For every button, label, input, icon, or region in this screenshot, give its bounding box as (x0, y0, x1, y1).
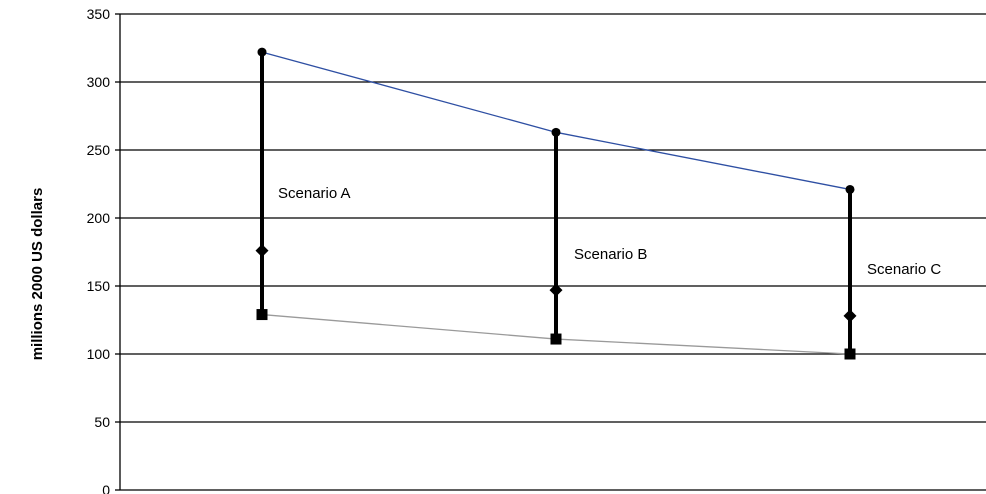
y-tick-label: 50 (94, 414, 110, 430)
y-tick-label: 350 (87, 6, 111, 22)
data-point (844, 348, 856, 360)
data-point (550, 333, 562, 345)
annotations: Scenario A Scenario B Scenario C (278, 185, 941, 278)
series-markers (255, 47, 857, 360)
scenario-label: Scenario C (867, 261, 941, 278)
y-axis: 0 50 100 150 200 250 300 350 (87, 6, 121, 494)
y-tick-label: 100 (87, 346, 111, 362)
y-tick-label: 150 (87, 278, 111, 294)
data-point (843, 309, 857, 323)
data-point (257, 47, 267, 57)
scenario-label: Scenario A (278, 185, 351, 202)
data-point (551, 127, 561, 137)
data-point (255, 244, 269, 258)
data-point (256, 309, 268, 321)
gridlines (120, 13, 986, 491)
y-tick-label: 200 (87, 210, 111, 226)
y-tick-label: 300 (87, 74, 111, 90)
scenario-label: Scenario B (574, 246, 647, 263)
data-point (549, 283, 563, 297)
range-bars (260, 52, 852, 354)
y-tick-label: 250 (87, 142, 111, 158)
data-point (845, 184, 855, 194)
y-axis-title: millions 2000 US dollars (29, 188, 46, 361)
y-tick-label: 0 (102, 482, 110, 494)
